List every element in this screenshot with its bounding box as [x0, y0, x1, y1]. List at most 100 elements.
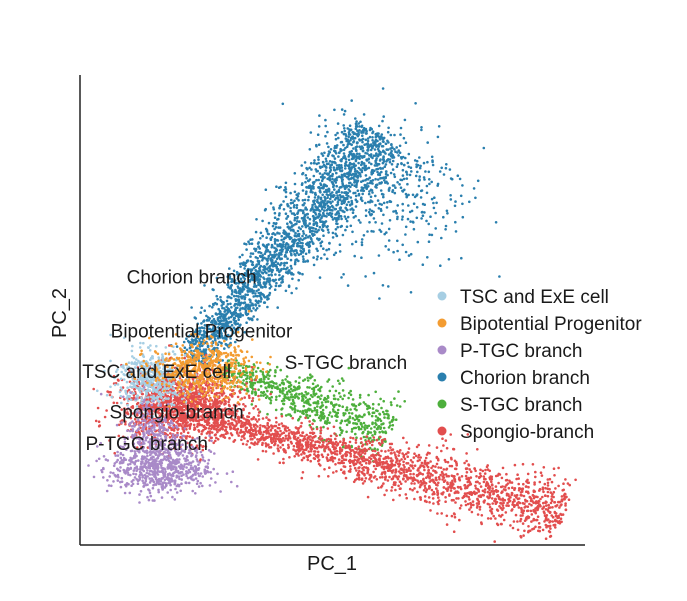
- data-point: [368, 221, 371, 224]
- data-point: [233, 304, 236, 307]
- data-point: [328, 208, 332, 212]
- data-point: [444, 166, 448, 170]
- data-point: [228, 436, 231, 440]
- data-point: [257, 299, 261, 303]
- data-point: [360, 243, 364, 247]
- data-point: [379, 230, 383, 233]
- data-point: [311, 185, 315, 188]
- data-point: [301, 230, 305, 233]
- data-point: [336, 225, 340, 229]
- data-point: [372, 436, 376, 439]
- data-point: [368, 200, 372, 204]
- data-point: [366, 230, 369, 233]
- data-point: [369, 195, 373, 199]
- data-point: [336, 379, 340, 383]
- data-point: [105, 409, 108, 412]
- data-point: [338, 250, 342, 253]
- data-point: [357, 419, 360, 423]
- data-point: [361, 131, 365, 134]
- data-point: [357, 166, 361, 170]
- data-point: [319, 257, 323, 260]
- data-point: [284, 289, 288, 293]
- data-point: [350, 430, 354, 433]
- data-point: [384, 181, 387, 184]
- data-point: [296, 229, 300, 233]
- data-point: [522, 482, 525, 486]
- data-point: [235, 270, 239, 274]
- data-point: [283, 262, 286, 265]
- data-point: [324, 197, 327, 201]
- data-point: [296, 194, 300, 198]
- data-point: [344, 408, 348, 412]
- data-point: [394, 186, 397, 189]
- data-point: [395, 404, 399, 407]
- data-point: [245, 382, 248, 385]
- data-point: [312, 222, 316, 225]
- data-point: [305, 186, 309, 189]
- data-point: [265, 243, 269, 247]
- data-point: [252, 315, 255, 318]
- data-point: [245, 248, 248, 251]
- data-point: [387, 248, 391, 251]
- data-point: [276, 306, 280, 309]
- data-point: [384, 245, 388, 248]
- data-point: [371, 191, 374, 194]
- data-point: [264, 375, 268, 379]
- data-point: [240, 301, 243, 305]
- data-point: [358, 125, 361, 128]
- data-point: [249, 255, 252, 258]
- data-point: [386, 182, 390, 185]
- data-point: [404, 250, 408, 254]
- data-point: [379, 166, 382, 170]
- data-point: [259, 284, 262, 288]
- data-point: [353, 170, 357, 173]
- data-point: [276, 243, 279, 247]
- data-point: [379, 207, 383, 211]
- data-point: [329, 166, 332, 169]
- data-point: [329, 168, 333, 172]
- data-point: [97, 424, 101, 428]
- data-point: [174, 398, 177, 402]
- data-point: [359, 421, 363, 425]
- data-point: [226, 275, 229, 279]
- data-point: [293, 218, 297, 222]
- data-point: [248, 411, 251, 415]
- data-point: [456, 472, 459, 476]
- data-point: [371, 130, 375, 133]
- data-point: [329, 202, 333, 205]
- data-point: [108, 393, 112, 397]
- data-point: [328, 411, 332, 414]
- data-point: [337, 165, 341, 169]
- data-point: [208, 304, 211, 308]
- data-point: [302, 404, 306, 408]
- data-point: [415, 216, 419, 220]
- data-point: [258, 378, 262, 382]
- data-point: [215, 392, 218, 395]
- data-point: [305, 393, 309, 396]
- data-point: [320, 228, 324, 231]
- data-point: [350, 412, 354, 415]
- data-point: [287, 245, 291, 249]
- data-point: [280, 399, 284, 403]
- data-point: [228, 277, 232, 280]
- data-point: [423, 211, 426, 214]
- data-point: [372, 271, 376, 275]
- data-point: [257, 262, 261, 266]
- data-point: [331, 177, 334, 181]
- data-point: [343, 394, 346, 397]
- data-point: [268, 250, 272, 254]
- data-point: [328, 206, 332, 209]
- data-point: [414, 174, 418, 178]
- data-point: [337, 155, 340, 158]
- data-point: [373, 148, 377, 151]
- data-point: [336, 131, 339, 135]
- data-point: [317, 186, 321, 189]
- data-point: [333, 108, 336, 112]
- data-point: [280, 262, 283, 265]
- data-point: [314, 385, 318, 389]
- data-point: [238, 309, 242, 312]
- data-point: [354, 127, 358, 131]
- data-point: [281, 245, 285, 248]
- data-point: [317, 161, 320, 165]
- data-point: [317, 238, 321, 242]
